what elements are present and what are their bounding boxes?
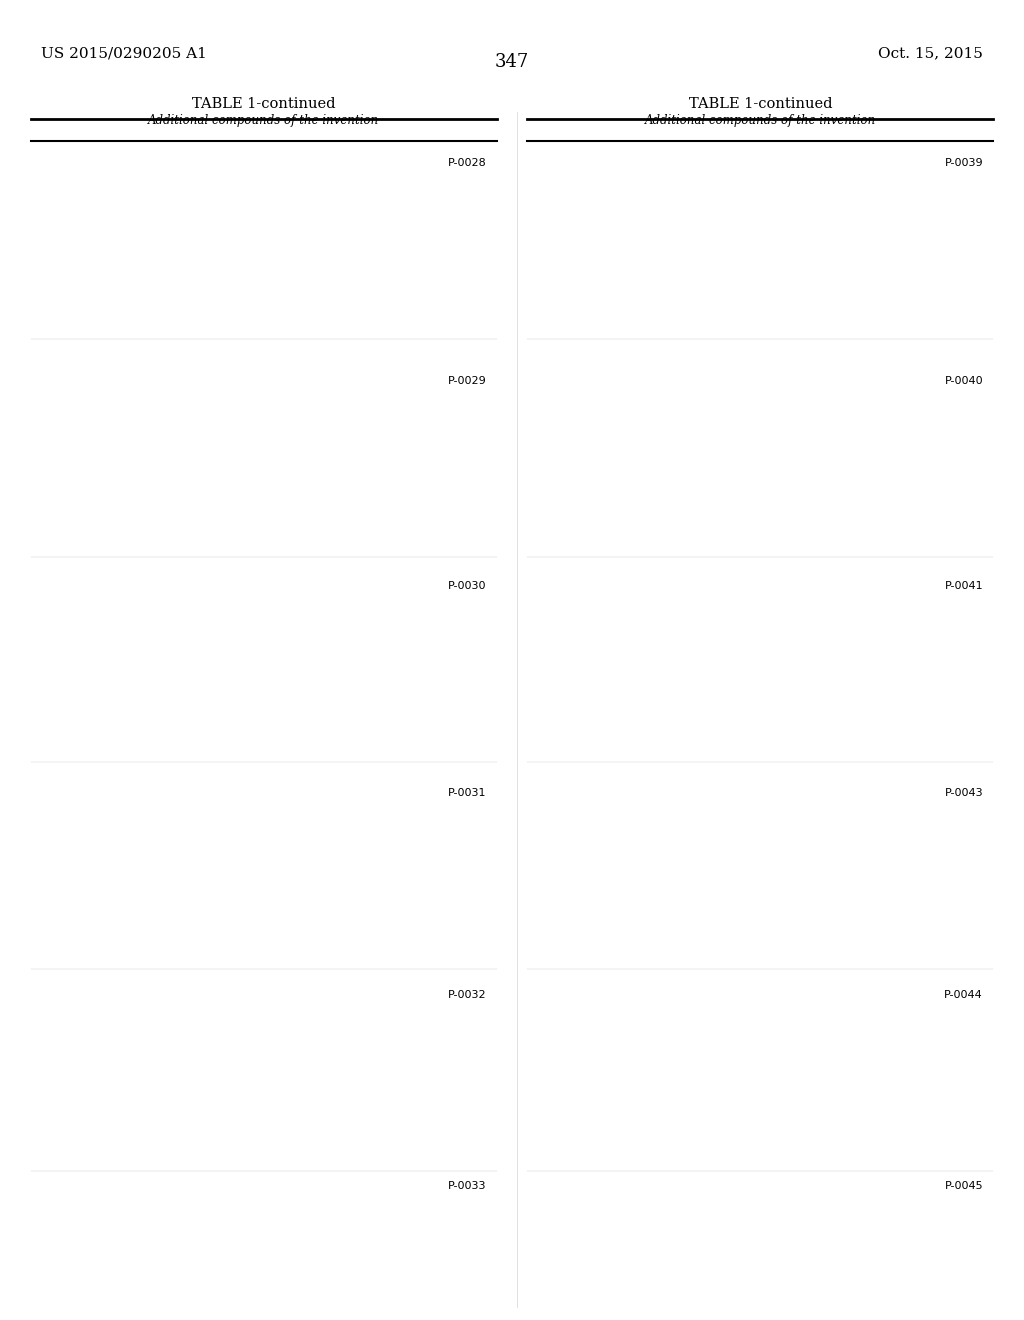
Text: TABLE 1-continued: TABLE 1-continued [688, 96, 833, 111]
Text: P-0039: P-0039 [944, 158, 983, 169]
Text: Additional compounds of the invention: Additional compounds of the invention [645, 114, 876, 127]
Text: P-0028: P-0028 [447, 158, 486, 169]
Text: Additional compounds of the invention: Additional compounds of the invention [148, 114, 379, 127]
Text: P-0031: P-0031 [447, 788, 486, 799]
Text: P-0043: P-0043 [944, 788, 983, 799]
Text: P-0030: P-0030 [447, 581, 486, 591]
Text: P-0041: P-0041 [944, 581, 983, 591]
Text: P-0029: P-0029 [447, 376, 486, 387]
Text: P-0044: P-0044 [944, 990, 983, 1001]
Text: P-0033: P-0033 [447, 1181, 486, 1192]
Text: P-0045: P-0045 [944, 1181, 983, 1192]
Text: 347: 347 [495, 53, 529, 71]
Text: TABLE 1-continued: TABLE 1-continued [191, 96, 336, 111]
Text: Oct. 15, 2015: Oct. 15, 2015 [879, 46, 983, 61]
Text: P-0032: P-0032 [447, 990, 486, 1001]
Text: US 2015/0290205 A1: US 2015/0290205 A1 [41, 46, 207, 61]
Text: P-0040: P-0040 [944, 376, 983, 387]
